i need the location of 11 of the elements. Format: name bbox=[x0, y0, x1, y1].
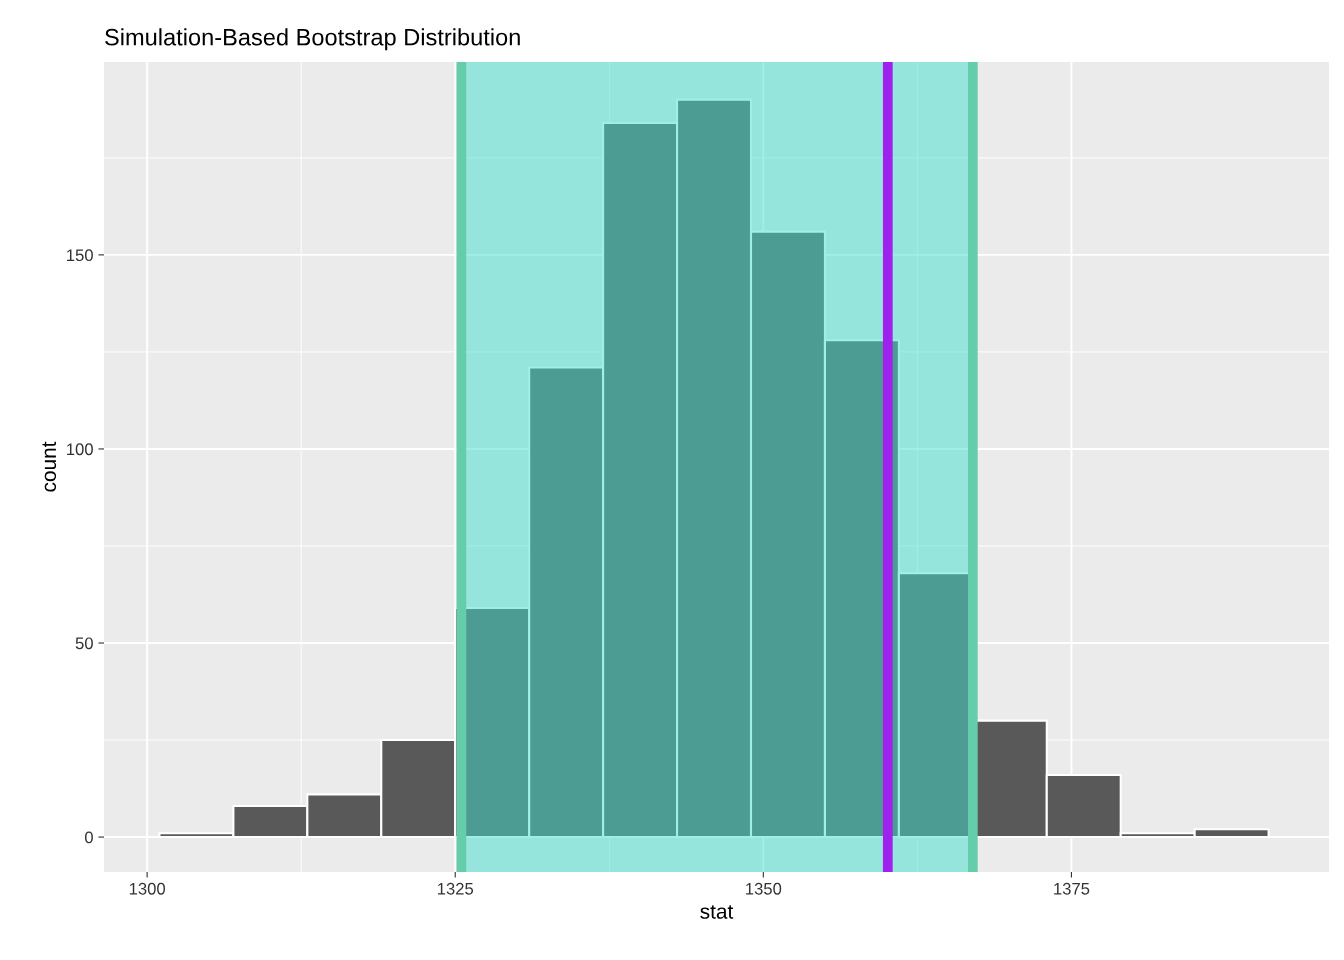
x-tick-label: 1350 bbox=[746, 882, 782, 895]
chart-title: Simulation-Based Bootstrap Distribution bbox=[105, 28, 520, 51]
x-tick-label: 1375 bbox=[1054, 882, 1090, 895]
x-tick-label: 1325 bbox=[437, 882, 474, 895]
y-tick-label: 0 bbox=[84, 831, 93, 844]
x-tick-label: 1300 bbox=[129, 882, 166, 895]
y-tick-label: 50 bbox=[75, 637, 93, 650]
x-axis-title: stat bbox=[700, 905, 734, 919]
y-axis-title: count bbox=[42, 441, 57, 492]
y-tick-label: 150 bbox=[67, 249, 93, 262]
y-tick-label: 100 bbox=[67, 443, 93, 456]
